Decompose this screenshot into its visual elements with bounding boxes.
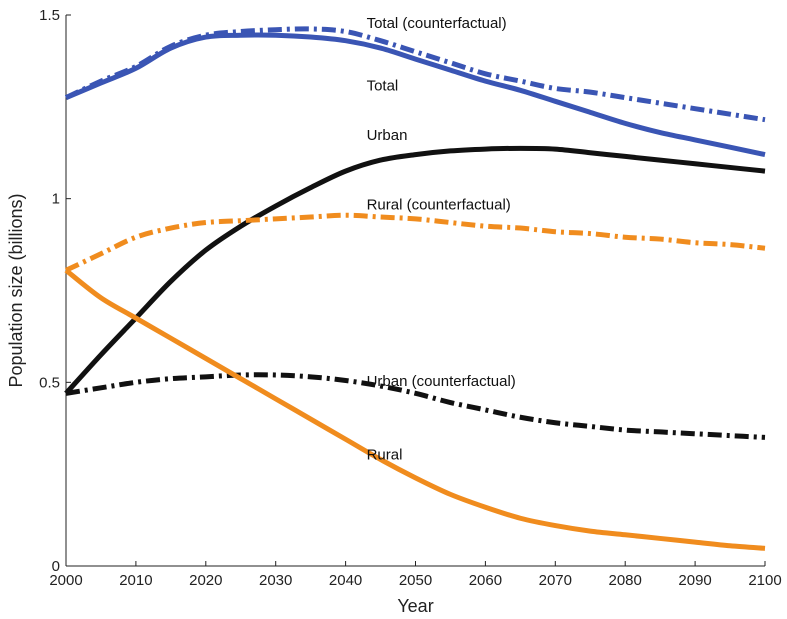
x-tick-label: 2050 (399, 572, 432, 589)
x-tick-label: 2030 (259, 572, 292, 589)
x-tick-label: 2100 (748, 572, 781, 589)
x-tick-label: 2070 (539, 572, 572, 589)
series-line-urban-counterfactual (65, 372, 766, 440)
x-tick-label: 2060 (469, 572, 502, 589)
x-axis-ticks: 2000 2010 2020 2030 2040 2050 2060 2070 2080 2090… (49, 561, 782, 589)
x-axis-title: Year (397, 596, 433, 616)
plot-frame (65, 15, 765, 567)
series-line-urban (64, 145, 766, 396)
x-tick-label: 2010 (119, 572, 152, 589)
x-tick-label: 2020 (189, 572, 222, 589)
series-label-rural-counterfactual: Rural (counterfactual) (367, 197, 511, 214)
y-tick-label: 0 (52, 558, 60, 575)
series-labels: Total (counterfactual) Total Urban Rural (c… (367, 15, 516, 464)
series-label-total-counterfactual: Total (counterfactual) (367, 15, 507, 32)
series-label-urban-counterfactual: Urban (counterfactual) (367, 373, 516, 390)
series-line-rural (64, 268, 766, 551)
y-axis-title: Population size (billions) (6, 193, 26, 387)
series-layer (64, 26, 766, 551)
y-tick-label: 1 (52, 191, 60, 208)
x-tick-label: 2090 (678, 572, 711, 589)
x-tick-label: 2040 (329, 572, 362, 589)
series-line-total-counterfactual (64, 26, 766, 123)
series-label-urban: Urban (367, 127, 408, 144)
series-label-rural: Rural (367, 446, 403, 463)
series-line-total (65, 32, 766, 158)
y-tick-label: 0.5 (39, 374, 60, 391)
series-label-total: Total (367, 77, 399, 94)
x-tick-label: 2000 (49, 572, 82, 589)
y-axis-ticks: 0 0.5 1 1.5 (39, 7, 71, 575)
series-line-rural-counterfactual (64, 212, 766, 273)
x-tick-label: 2080 (609, 572, 642, 589)
y-tick-label: 1.5 (39, 7, 60, 24)
